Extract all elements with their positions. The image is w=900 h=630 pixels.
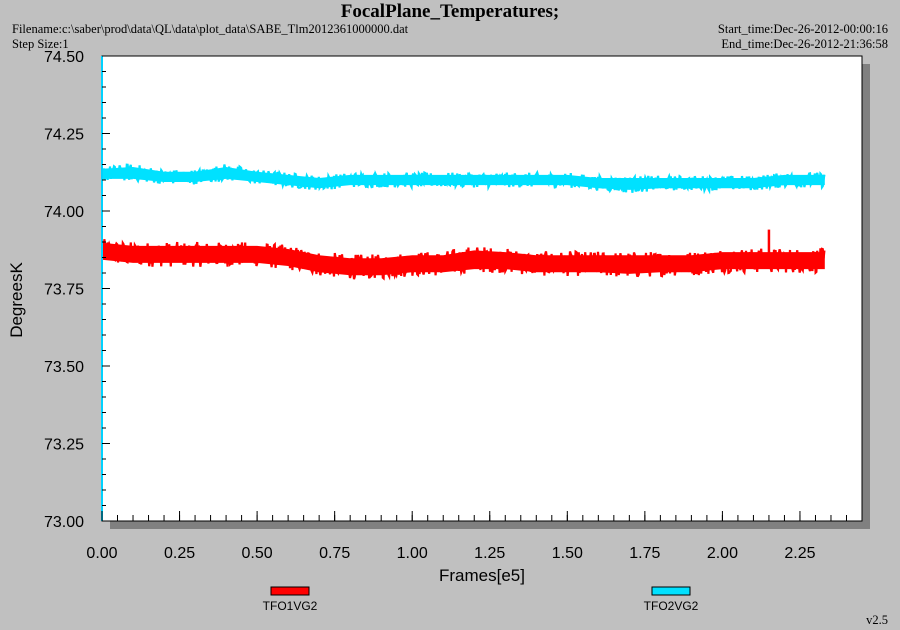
legend-label: TFO1VG2 (263, 599, 318, 613)
x-tick-label: 1.00 (397, 545, 428, 562)
legend-item-TFO2VG2: TFO2VG2 (644, 586, 699, 613)
y-tick-label: 73.00 (44, 514, 84, 531)
x-tick-label: 0.50 (242, 545, 273, 562)
plot-area (101, 55, 863, 522)
y-tick-label: 74.25 (44, 127, 84, 144)
legend-label: TFO2VG2 (644, 599, 699, 613)
legend-swatch (651, 586, 691, 596)
y-axis-label: DegreesK (7, 262, 26, 338)
series-TFO2VG2 (101, 163, 826, 195)
legend-swatch (270, 586, 310, 596)
legend-item-TFO1VG2: TFO1VG2 (263, 586, 318, 613)
filename-text: Filename:c:\saber\prod\data\QL\data\plot… (12, 22, 409, 36)
y-tick-label: 73.50 (44, 359, 84, 376)
x-tick-label: 2.00 (707, 545, 738, 562)
x-tick-label: 0.00 (86, 545, 117, 562)
legend: TFO1VG2 TFO2VG2 (263, 586, 699, 613)
series-layer (100, 163, 826, 281)
step-size-text: Step Size:1 (12, 37, 69, 51)
x-tick-label: 0.75 (319, 545, 350, 562)
end-time-text: End_time:Dec-26-2012-21:36:58 (721, 37, 888, 51)
label-layer: 73.00 73.25 73.50 73.75 74.00 74.25 74.50 0.00 0… (44, 49, 816, 562)
series-band-TFO1VG2 (102, 242, 825, 276)
chart-title: FocalPlane_Temperatures; (340, 1, 560, 22)
x-tick-label: 1.75 (629, 545, 660, 562)
y-tick-label: 74.00 (44, 204, 84, 221)
y-tick-label: 73.25 (44, 437, 84, 454)
version-text: v2.5 (866, 613, 888, 627)
y-tick-label: 74.50 (44, 49, 84, 66)
x-axis-label: Frames[e5] (439, 566, 525, 585)
y-tick-label: 73.75 (44, 282, 84, 299)
x-tick-label: 0.25 (164, 545, 195, 562)
series-band-TFO2VG2 (102, 167, 825, 190)
series-TFO1VG2 (100, 229, 826, 281)
x-tick-label: 1.25 (474, 545, 505, 562)
x-tick-label: 2.25 (784, 545, 815, 562)
x-tick-label: 1.50 (552, 545, 583, 562)
axis-layer (101, 55, 863, 522)
start-time-text: Start_time:Dec-26-2012-00:00:16 (717, 22, 888, 36)
